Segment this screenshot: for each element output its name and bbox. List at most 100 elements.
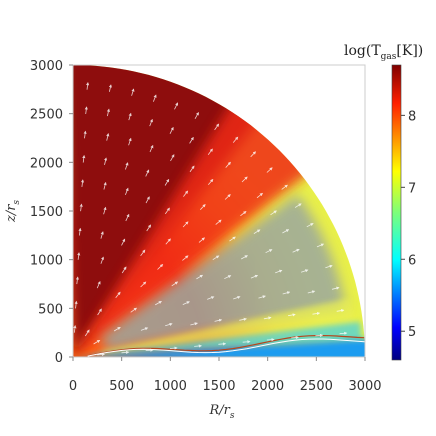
velocity-arrow (339, 331, 348, 335)
velocity-arrow (182, 301, 190, 305)
velocity-arrow (106, 108, 110, 117)
velocity-arrow (125, 213, 130, 222)
velocity-arrow (282, 291, 291, 295)
velocity-arrow (145, 196, 150, 204)
velocity-arrow (115, 291, 121, 299)
velocity-arrow (265, 249, 273, 254)
velocity-arrow (190, 322, 198, 326)
y-axis-ticks: 0 500 1000 1500 2000 2500 3000 (30, 59, 73, 366)
colorbar-tick-label: 7 (408, 181, 416, 196)
velocity-arrow (270, 210, 277, 216)
velocity-arrow (232, 136, 239, 143)
velocity-arrow (93, 339, 101, 345)
velocity-arrow (82, 154, 86, 163)
velocity-arrow (165, 322, 173, 327)
x-tick-label: 0 (69, 379, 77, 394)
velocity-arrow (74, 300, 78, 309)
velocity-arrow (214, 318, 223, 322)
velocity-arrow (79, 203, 83, 212)
y-tick-label: 2500 (30, 108, 63, 123)
colorbar (391, 64, 402, 361)
cyan-band-region (92, 321, 362, 356)
velocity-arrow (146, 224, 152, 232)
velocity-arrow (312, 311, 321, 316)
velocity-arrow (266, 338, 275, 342)
velocity-arrow (300, 269, 309, 273)
velocity-arrow (256, 192, 264, 199)
velocity-arrow (239, 317, 247, 321)
velocity-arrow (241, 255, 248, 260)
velocity-arrow (80, 179, 85, 187)
velocity-arrow (113, 326, 121, 332)
velocity-arrow (157, 264, 164, 270)
velocity-arrow (212, 255, 220, 261)
y-tick-label: 1500 (30, 205, 63, 220)
velocity-arrow (170, 154, 175, 162)
x-tick-label: 1500 (202, 379, 235, 394)
velocity-arrow (225, 161, 231, 168)
velocity-arrow (100, 231, 104, 239)
hot-wind-region (73, 97, 315, 357)
velocity-arrow (78, 227, 82, 236)
velocity-arrow (77, 252, 81, 260)
velocity-arrow (103, 181, 107, 190)
x-axis-ticks: 0 500 1000 1500 2000 2500 3000 (69, 357, 382, 394)
velocity-arrow (171, 281, 179, 287)
velocity-arrow (242, 340, 251, 344)
x-axis-label: R/rs (208, 403, 234, 421)
velocity-arrow (169, 126, 174, 134)
velocity-arrow (108, 84, 112, 92)
velocity-arrow (233, 295, 241, 300)
colorbar-tick-label: 5 (408, 325, 416, 340)
x-tick-label: 1000 (154, 379, 187, 394)
velocity-arrow (84, 106, 88, 115)
y-tick-label: 1000 (30, 254, 63, 269)
velocity-arrow (207, 296, 215, 300)
velocity-arrow (182, 255, 189, 261)
velocity-arrow (282, 229, 290, 234)
y-tick-label: 3000 (30, 59, 63, 74)
velocity-arrow (183, 190, 189, 197)
y-axis-label: z/rs (4, 200, 22, 223)
velocity-arrow (189, 165, 195, 173)
y-tick-label: 500 (38, 302, 63, 317)
velocity-arrow (145, 169, 150, 177)
x-tick-label: 2000 (251, 379, 284, 394)
velocity-arrow (189, 136, 194, 144)
velocity-arrow (97, 308, 102, 316)
velocity-arrow (281, 184, 288, 190)
velocity-arrow (149, 144, 154, 153)
velocity-arrow (307, 290, 316, 294)
velocity-vectors (73, 82, 348, 357)
velocity-arrow (198, 237, 206, 243)
velocity-arrow (194, 112, 199, 119)
velocity-arrow (145, 348, 154, 352)
velocity-arrow (241, 176, 248, 183)
velocity-arrow (194, 344, 202, 348)
velocity-arrow (140, 249, 146, 257)
velocity-arrow (306, 223, 314, 228)
velocity-arrow (140, 281, 147, 288)
velocity-arrow (292, 248, 300, 253)
velocity-arrow (165, 238, 171, 245)
velocity-arrow (229, 236, 236, 242)
polar-outflow-region (73, 65, 262, 357)
disk-contour-lower (87, 338, 365, 357)
velocity-arrow (258, 295, 266, 299)
velocity-arrow (169, 346, 178, 350)
velocity-arrow (121, 350, 130, 354)
velocity-arrow (224, 275, 232, 280)
velocity-arrow (128, 137, 132, 146)
colorbar-ticks: 5 6 7 8 (401, 109, 416, 340)
velocity-arrow (288, 313, 296, 317)
velocity-arrow (128, 112, 132, 121)
x-tick-label: 3000 (348, 379, 381, 394)
velocity-arrow (83, 130, 87, 139)
velocity-arrow (263, 316, 272, 320)
warm-wind-region (100, 193, 347, 352)
velocity-arrow (155, 301, 162, 306)
velocity-arrow (207, 148, 213, 155)
velocity-arrow (294, 203, 302, 208)
yellow-band-region (101, 298, 355, 354)
